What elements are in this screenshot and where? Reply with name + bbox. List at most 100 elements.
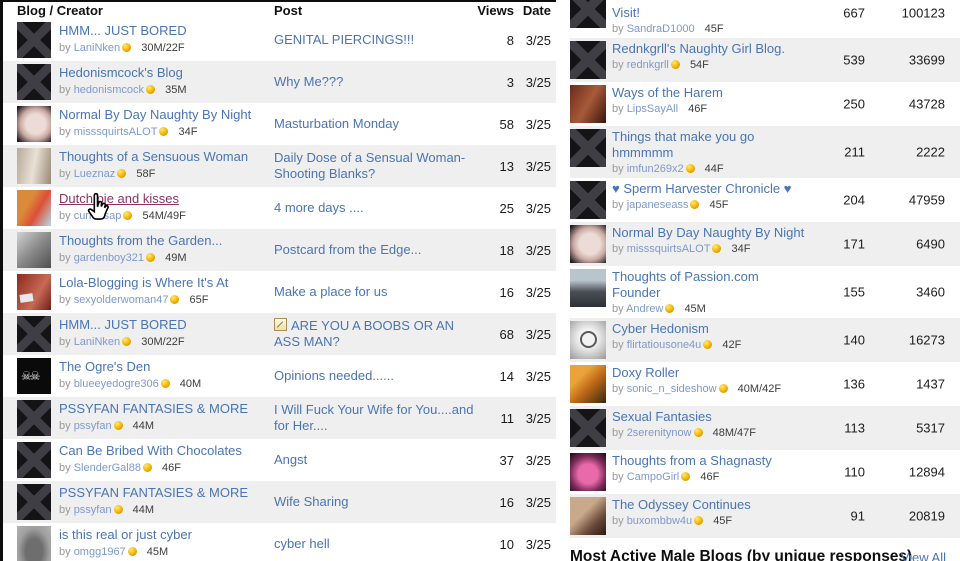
blog-title-link[interactable]: Dutch pie and kisses (59, 191, 179, 206)
blog-thumbnail[interactable] (17, 106, 51, 142)
blog-thumbnail[interactable] (570, 225, 606, 263)
blog-thumbnail[interactable] (570, 129, 606, 167)
blog-title-link[interactable]: Sexual Fantasies (612, 409, 712, 424)
blog-thumbnail[interactable] (17, 274, 51, 310)
username-link[interactable]: pssyfan (73, 504, 112, 516)
username-link[interactable]: buxombbw4u (626, 515, 693, 527)
post-title-link[interactable]: Postcard from the Edge... (274, 242, 421, 258)
blog-title-link[interactable]: Ways of the Harem (612, 85, 723, 100)
blog-title-link[interactable]: Thoughts of a Sensuous Woman (59, 149, 249, 164)
username-link[interactable]: gardenboy321 (73, 252, 145, 264)
blog-thumbnail[interactable] (17, 442, 51, 478)
views-count: 6490 (916, 236, 945, 252)
by-label: by (612, 103, 624, 115)
post-title-link[interactable]: I Will Fuck Your Wife for You....and for… (274, 402, 474, 434)
blog-title-link[interactable]: Lola-Blogging is Where It's At (59, 275, 229, 290)
blog-thumbnail[interactable] (570, 181, 606, 219)
blog-title-link[interactable]: Things that make you go hmmmmm (612, 129, 755, 160)
blog-title-link[interactable]: PSSYFAN FANTASIES & MORE (59, 401, 249, 416)
post-title-link[interactable]: GENITAL PIERCINGS!!! (274, 32, 414, 48)
by-label: by (59, 210, 71, 222)
username-link[interactable]: curiousap (73, 210, 122, 222)
blog-thumbnail[interactable] (570, 321, 606, 359)
username-link[interactable]: SlenderGal88 (73, 462, 141, 474)
blog-title-link[interactable]: is this real or just cyber (59, 527, 192, 542)
blog-thumbnail[interactable] (17, 148, 51, 184)
blog-title-link[interactable]: Visit! (612, 5, 640, 20)
blog-thumbnail[interactable] (17, 64, 51, 100)
blog-title-link[interactable]: HMM... JUST BORED (59, 23, 187, 38)
blog-thumbnail[interactable] (17, 400, 51, 436)
post-title-link[interactable]: Daily Dose of a Sensual Woman- Shooting … (274, 150, 474, 182)
username-link[interactable]: imfun269x2 (626, 163, 684, 175)
blog-thumbnail[interactable] (570, 269, 606, 307)
username-link[interactable]: pssyfan (73, 420, 112, 432)
blog-thumbnail[interactable] (17, 316, 51, 352)
table-header: Blog / Creator Post Views Date (3, 2, 556, 19)
by-label: by (59, 42, 71, 54)
blog-title-link[interactable]: Thoughts from the Garden... (59, 233, 223, 248)
username-link[interactable]: 2serenitynow (626, 427, 692, 439)
post-title-link[interactable]: Wife Sharing (274, 494, 348, 510)
post-title-link[interactable]: Angst (274, 452, 307, 468)
username-link[interactable]: LipsSayAll (626, 103, 679, 115)
blog-thumbnail[interactable] (17, 22, 51, 58)
post-title-link[interactable]: ARE YOU A BOOBS OR AN ASS MAN? (274, 318, 474, 350)
blog-thumbnail[interactable] (570, 497, 606, 535)
username-link[interactable]: hedonismcock (73, 84, 145, 96)
username-link[interactable]: misssquirtsALOT (73, 126, 158, 138)
blog-thumbnail[interactable] (17, 526, 51, 561)
blog-thumbnail[interactable] (570, 365, 606, 403)
username-link[interactable]: sonic_n_sideshow (626, 383, 717, 395)
blog-thumbnail[interactable] (17, 484, 51, 520)
post-title-link[interactable]: Why Me??? (274, 74, 343, 90)
blog-title-link[interactable]: Hedonismcock's Blog (59, 65, 183, 80)
views-count: 11 (500, 410, 515, 426)
username-link[interactable]: SandraD1000 (626, 23, 695, 35)
username-link[interactable]: CampoGirl (626, 471, 680, 483)
active-blog-row: Cyber Hedonism by flirtatiousone4u 42F 1… (570, 318, 960, 362)
blog-thumbnail[interactable] (570, 41, 606, 79)
post-title-link[interactable]: Opinions needed...... (274, 368, 394, 384)
post-title-link[interactable]: cyber hell (274, 536, 330, 552)
username-link[interactable]: rednkgrll (626, 59, 669, 71)
post-date: 3/25 (525, 242, 551, 258)
blog-title-link[interactable]: Can Be Bribed With Chocolates (59, 443, 242, 458)
blog-thumbnail[interactable] (17, 358, 51, 394)
blog-title-link[interactable]: Normal By Day Naughty By Night (612, 225, 805, 240)
blog-title-link[interactable]: Thoughts of Passion.com Founder (612, 269, 759, 300)
username-link[interactable]: LaniNken (73, 42, 121, 54)
blog-title-link[interactable]: Thoughts from a Shagnasty (612, 453, 772, 468)
username-link[interactable]: sexyolderwoman47 (73, 294, 169, 306)
username-link[interactable]: omgg1967 (73, 546, 126, 558)
blog-title-link[interactable]: The Ogre's Den (59, 359, 151, 374)
username-link[interactable]: LaniNken (73, 336, 121, 348)
view-all-link[interactable]: View All (900, 550, 946, 561)
post-title-link[interactable]: 4 more days .... (274, 200, 364, 216)
blog-thumbnail[interactable] (570, 409, 606, 447)
blog-thumbnail[interactable] (570, 0, 606, 28)
blog-title-link[interactable]: The Odyssey Continues (612, 497, 751, 512)
blog-thumbnail[interactable] (17, 232, 51, 268)
post-title-link[interactable]: Masturbation Monday (274, 116, 399, 132)
blog-title-link[interactable]: Cyber Hedonism (612, 321, 709, 336)
blog-title-link[interactable]: HMM... JUST BORED (59, 317, 187, 332)
blog-title-link[interactable]: Rednkgrll's Naughty Girl Blog. (612, 41, 785, 56)
username-link[interactable]: blueeyedogre306 (73, 378, 159, 390)
blog-title-link[interactable]: PSSYFAN FANTASIES & MORE (59, 485, 249, 500)
blog-thumbnail[interactable] (570, 453, 606, 491)
username-link[interactable]: flirtatiousone4u (626, 339, 702, 351)
active-blog-row: Sexual Fantasies by 2serenitynow 48M/47F… (570, 406, 960, 450)
views-count: 47959 (908, 192, 945, 208)
blog-title-link[interactable]: Normal By Day Naughty By Night (59, 107, 252, 122)
username-link[interactable]: japaneseass (626, 199, 689, 211)
blog-title-link[interactable]: Doxy Roller (612, 365, 680, 380)
blog-title-link[interactable]: ♥ Sperm Harvester Chronicle ♥ (612, 181, 792, 196)
username-link[interactable]: Lueznaz (73, 168, 116, 180)
blog-thumbnail[interactable] (17, 190, 51, 226)
username-link[interactable]: Andrew (626, 303, 664, 315)
username-link[interactable]: misssquirtsALOT (626, 243, 711, 255)
post-title-link[interactable]: Make a place for us (274, 284, 387, 300)
blog-thumbnail[interactable] (570, 85, 606, 123)
blog-post-row: is this real or just cyber by omgg1967 4… (3, 523, 556, 561)
